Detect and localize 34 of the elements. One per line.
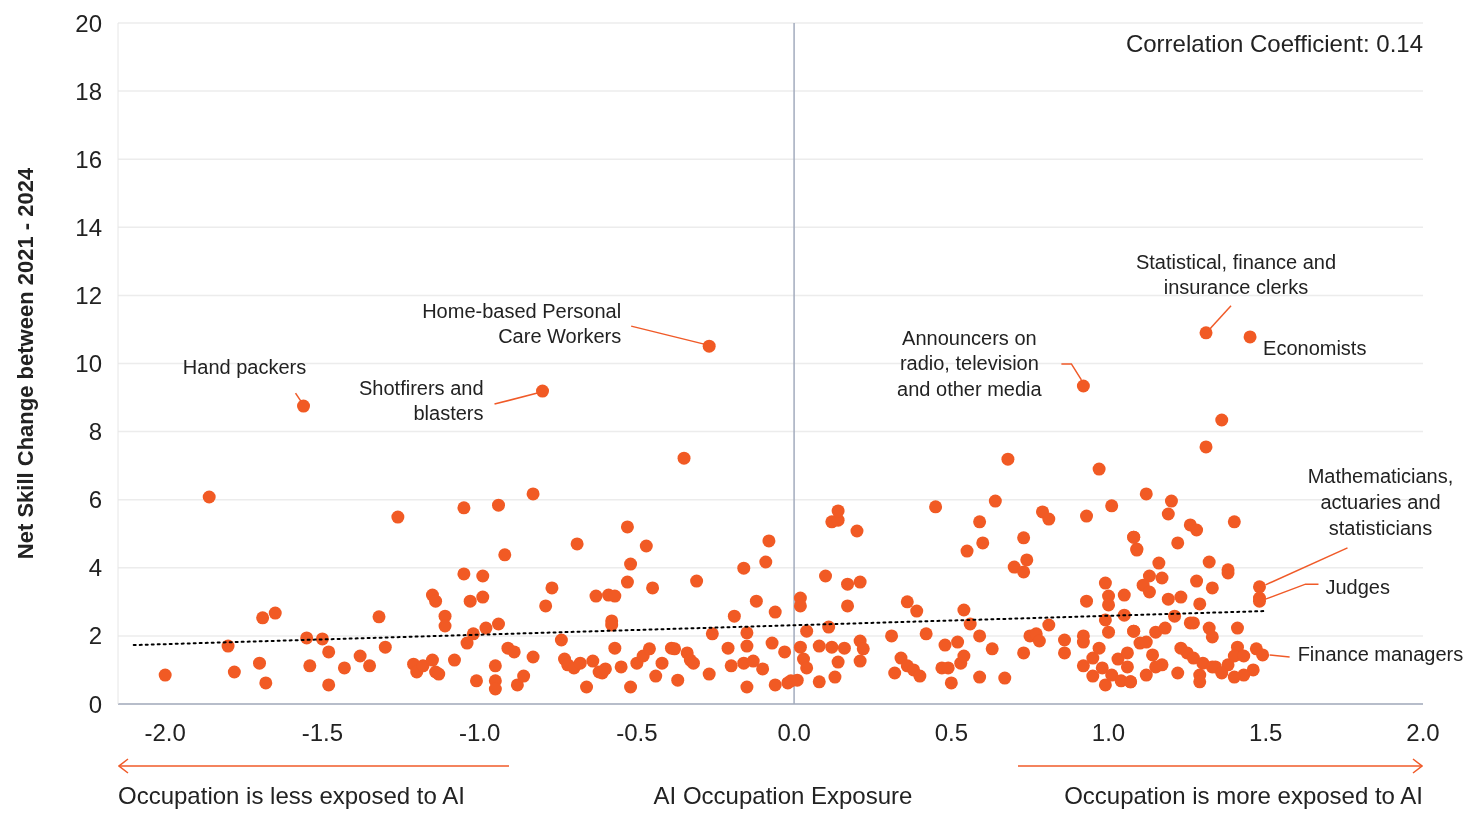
- y-tick-label: 18: [75, 77, 102, 105]
- x-tick-label: 1.0: [1091, 719, 1126, 747]
- annotation: Hand packers: [182, 356, 307, 379]
- annotation: Judges: [1325, 576, 1390, 599]
- x-tick-label: 0.5: [934, 719, 968, 747]
- x-tick-label: -0.5: [616, 719, 658, 747]
- annotation: Home-based Personal Care Workers: [422, 300, 622, 348]
- y-tick-label: 6: [88, 486, 102, 514]
- x-tick-label: -2.0: [144, 719, 186, 747]
- x-tick-label: 1.5: [1249, 719, 1283, 747]
- annotation: Mathematicians, actuaries and statisticians: [1307, 464, 1454, 539]
- y-tick-label: 0: [88, 690, 102, 718]
- y-tick-label: 16: [75, 145, 102, 173]
- y-tick-label: 2: [88, 622, 102, 650]
- y-tick-label: 20: [75, 9, 102, 37]
- y-tick-label: 4: [88, 554, 102, 582]
- y-tick-label: 12: [75, 281, 102, 309]
- annotation: Shotfirers and blasters: [359, 377, 484, 425]
- y-axis-title: Net Skill Change between 2021 - 2024: [12, 167, 38, 560]
- annotation: Announcers on radio, television and other media: [897, 326, 1043, 400]
- y-tick-label: 14: [75, 213, 102, 241]
- x-tick-label: 2.0: [1406, 719, 1440, 747]
- x-axis-title: AI Occupation Exposure: [652, 782, 914, 810]
- y-tick-label: 8: [88, 418, 102, 446]
- x-tick-label: 0.0: [777, 719, 811, 747]
- text: Occupation is more exposed to AI: [1063, 782, 1423, 810]
- x-tick-label: -1.0: [458, 719, 501, 747]
- text: Occupation is less exposed to AI: [118, 782, 466, 810]
- x-tick-label: -1.5: [301, 719, 344, 747]
- y-tick-label: 10: [75, 350, 102, 378]
- annotation: Economists: [1263, 336, 1367, 359]
- annotation: Correlation Coefficient: 0.14: [1125, 30, 1423, 58]
- annotation: Statistical, finance and insurance clerks: [1135, 250, 1337, 298]
- annotation: Finance managers: [1297, 642, 1464, 665]
